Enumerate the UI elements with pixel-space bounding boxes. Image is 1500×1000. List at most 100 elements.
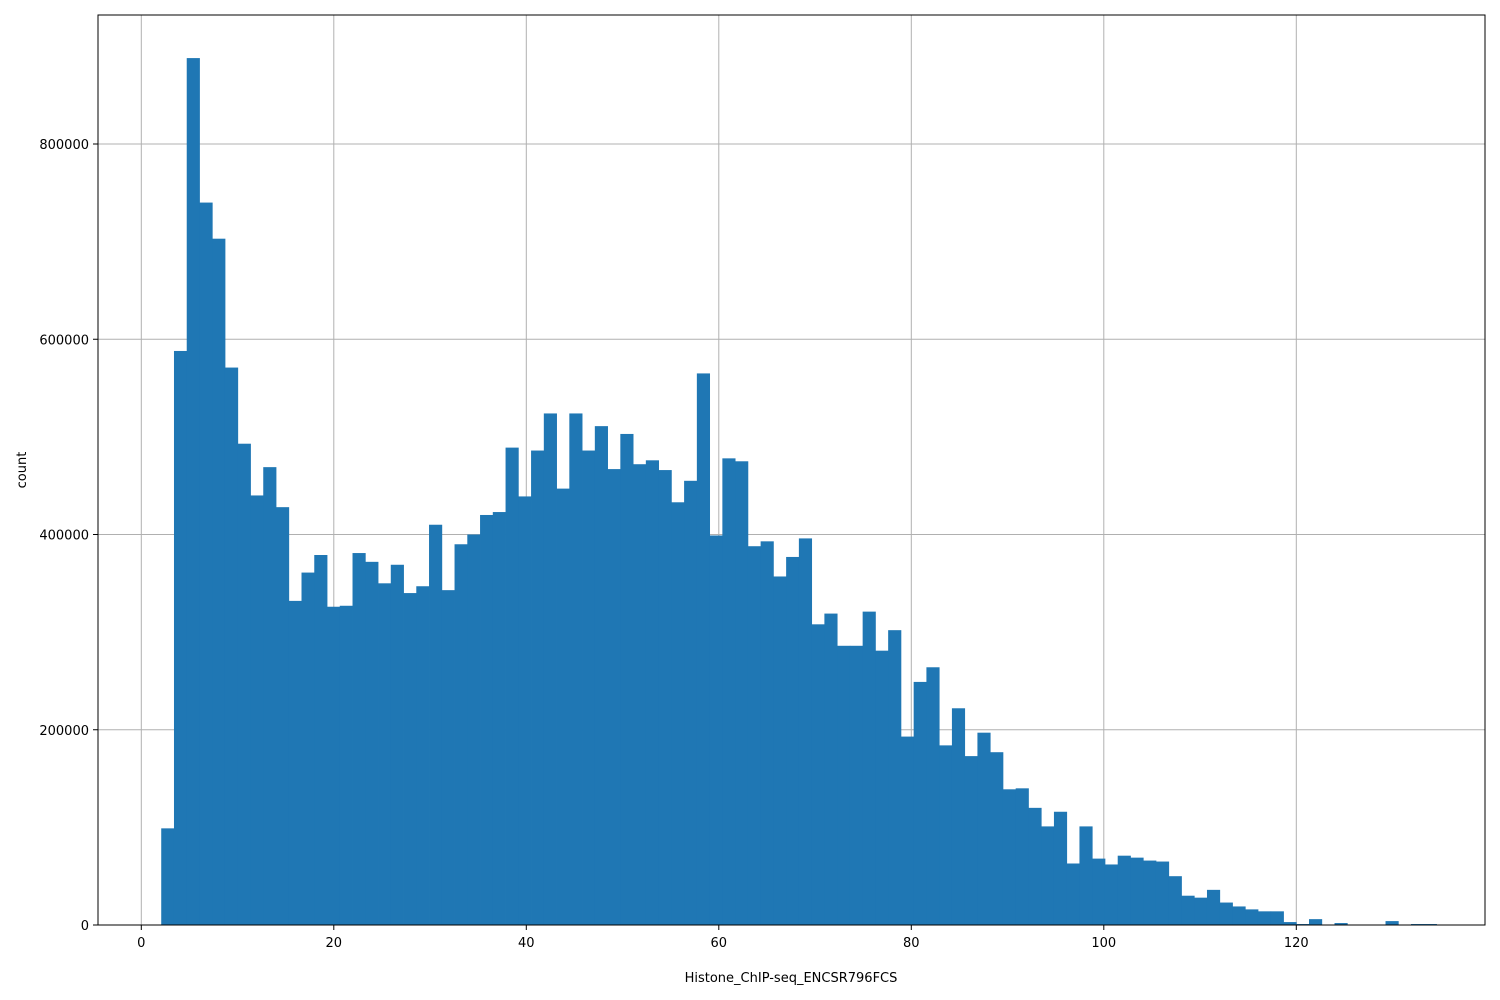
histogram-bar (939, 745, 953, 925)
histogram-bar (837, 645, 851, 925)
histogram-bar (875, 650, 889, 925)
histogram-bar (173, 350, 188, 926)
histogram-bar (671, 502, 685, 925)
histogram-bar (1041, 826, 1055, 925)
histogram-bar (1104, 864, 1119, 925)
histogram-bar (1283, 922, 1297, 925)
histogram-bar (301, 572, 315, 925)
histogram-bar (1092, 858, 1106, 925)
histogram-bar (327, 606, 341, 925)
histogram-bar (773, 576, 787, 925)
histogram-bar (314, 555, 328, 925)
histogram-bar (1206, 889, 1221, 925)
histogram-bar (722, 458, 736, 925)
x-tick-label: 40 (518, 936, 535, 951)
y-tick-label: 200000 (39, 724, 89, 739)
histogram-bar (811, 624, 825, 925)
histogram-bar (161, 828, 175, 925)
histogram-bar (594, 426, 608, 925)
histogram-bar (1194, 897, 1208, 925)
histogram-bar (913, 681, 927, 925)
histogram-bar (607, 469, 621, 925)
y-tick-label: 0 (81, 919, 89, 934)
histogram-bar (1334, 923, 1348, 925)
x-tick-label: 80 (903, 936, 920, 951)
histogram-bar (964, 756, 978, 925)
histogram-bar (824, 613, 838, 925)
histogram-bar (1257, 911, 1272, 925)
histogram-bar (352, 553, 366, 925)
histogram-bar (645, 460, 659, 925)
histogram-bar (1079, 826, 1093, 925)
histogram-bar (224, 367, 239, 925)
histogram-bar (1028, 807, 1042, 925)
histogram-bar (543, 413, 557, 925)
histogram-bar (276, 507, 290, 925)
histogram-bar (556, 488, 570, 925)
histogram-bar (990, 752, 1004, 925)
histogram-bar (390, 564, 404, 925)
histogram-bar (467, 534, 481, 925)
histogram-bar (531, 450, 545, 925)
histogram-bar (237, 443, 251, 925)
histogram-bar (429, 524, 443, 925)
histogram-bar (900, 736, 915, 925)
x-tick-label: 100 (1091, 936, 1116, 951)
histogram-bar (378, 583, 392, 925)
histogram-bar (250, 495, 264, 925)
x-tick-label: 20 (326, 936, 343, 951)
histogram-bar (518, 496, 532, 925)
histogram-bar (760, 541, 774, 925)
histogram-bar (403, 593, 417, 925)
histogram-bar (1219, 902, 1233, 925)
histogram-bar (1309, 919, 1323, 925)
histogram-bar (1130, 857, 1144, 925)
histogram-bar (1155, 861, 1170, 925)
histogram-bar (199, 202, 213, 925)
histogram-bar (1232, 906, 1246, 925)
histogram-bar (186, 58, 200, 925)
x-axis-label: Histone_ChIP-seq_ENCSR796FCS (685, 971, 898, 986)
histogram-bar (339, 605, 353, 925)
histogram-bar (263, 467, 277, 925)
histogram-bar (735, 461, 749, 925)
histogram-bar (1066, 863, 1080, 925)
y-tick-label: 800000 (39, 138, 89, 153)
histogram-bar (365, 561, 379, 925)
histogram-bar (1181, 895, 1195, 925)
histogram-bar (1245, 909, 1259, 925)
histogram-bar (888, 630, 902, 925)
histogram-bars (161, 58, 1437, 926)
histogram-bar (926, 667, 940, 925)
histogram-bar (658, 470, 672, 925)
histogram-bar (454, 544, 468, 925)
y-tick-label: 600000 (39, 333, 89, 348)
histogram-bar (862, 611, 876, 925)
y-axis-ticks: 0 200000 400000 600000 800000 (39, 138, 98, 934)
y-tick-label: 400000 (39, 529, 89, 544)
x-tick-label: 120 (1284, 936, 1309, 951)
histogram-bar (798, 538, 813, 925)
histogram-bar (1385, 921, 1399, 925)
histogram-bar (620, 433, 634, 925)
histogram-bar (582, 450, 596, 925)
plot-area-frame (97, 14, 1486, 926)
histogram-bar (951, 708, 966, 925)
histogram-bar (212, 238, 226, 926)
x-tick-label: 60 (711, 936, 728, 951)
histogram-bar (633, 464, 647, 925)
histogram-bar (1015, 788, 1029, 925)
histogram-bar (1270, 911, 1284, 925)
histogram-bar (1117, 855, 1131, 925)
histogram-bar (747, 546, 762, 925)
histogram-bar (480, 514, 494, 925)
histogram-bar (505, 447, 519, 925)
x-axis-ticks: 0 20 40 60 80 100 120 (137, 925, 1309, 951)
histogram-bar (684, 480, 698, 925)
histogram-bar (569, 413, 583, 925)
y-axis-label: count (15, 452, 30, 489)
histogram-bar (977, 732, 991, 925)
histogram-bar (288, 600, 302, 925)
histogram-bar (849, 645, 864, 925)
